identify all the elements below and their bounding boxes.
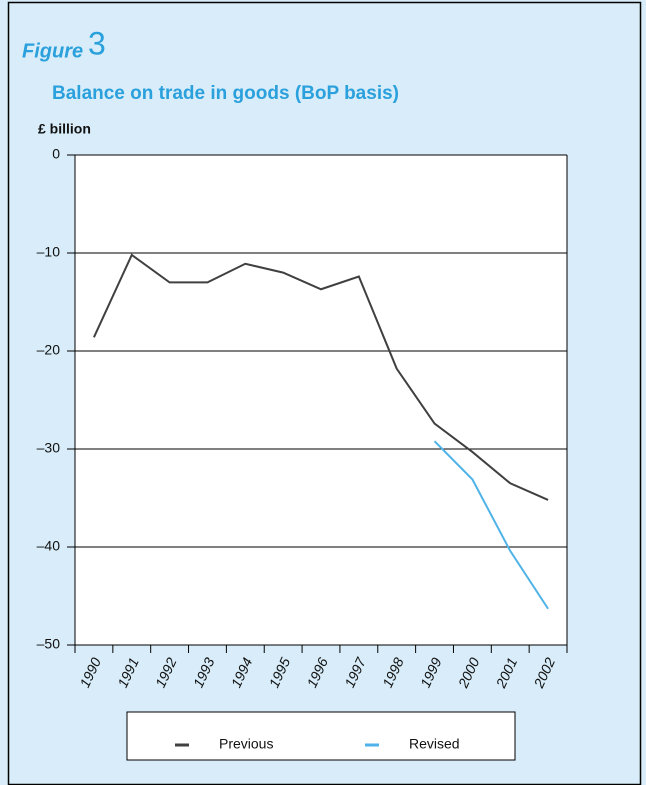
legend (126, 711, 516, 761)
plot-area (75, 155, 567, 645)
legend-label: Revised (409, 736, 460, 752)
line-series (433, 440, 549, 610)
y-tick-label: 0 (52, 146, 60, 162)
y-axis-label: £ billion (38, 121, 91, 137)
y-tick-label: –10 (37, 244, 61, 260)
figure-number: 3 (88, 25, 106, 61)
legend-label: Previous (219, 736, 273, 752)
y-tick-label: –20 (37, 342, 61, 358)
chart-title: Balance on trade in goods (BoP basis) (52, 83, 399, 104)
figure-label: Figure (22, 40, 83, 62)
y-tick-label: –50 (37, 636, 61, 652)
y-tick-label: –40 (37, 538, 61, 554)
line-series (93, 253, 549, 501)
y-tick-label: –30 (37, 440, 61, 456)
